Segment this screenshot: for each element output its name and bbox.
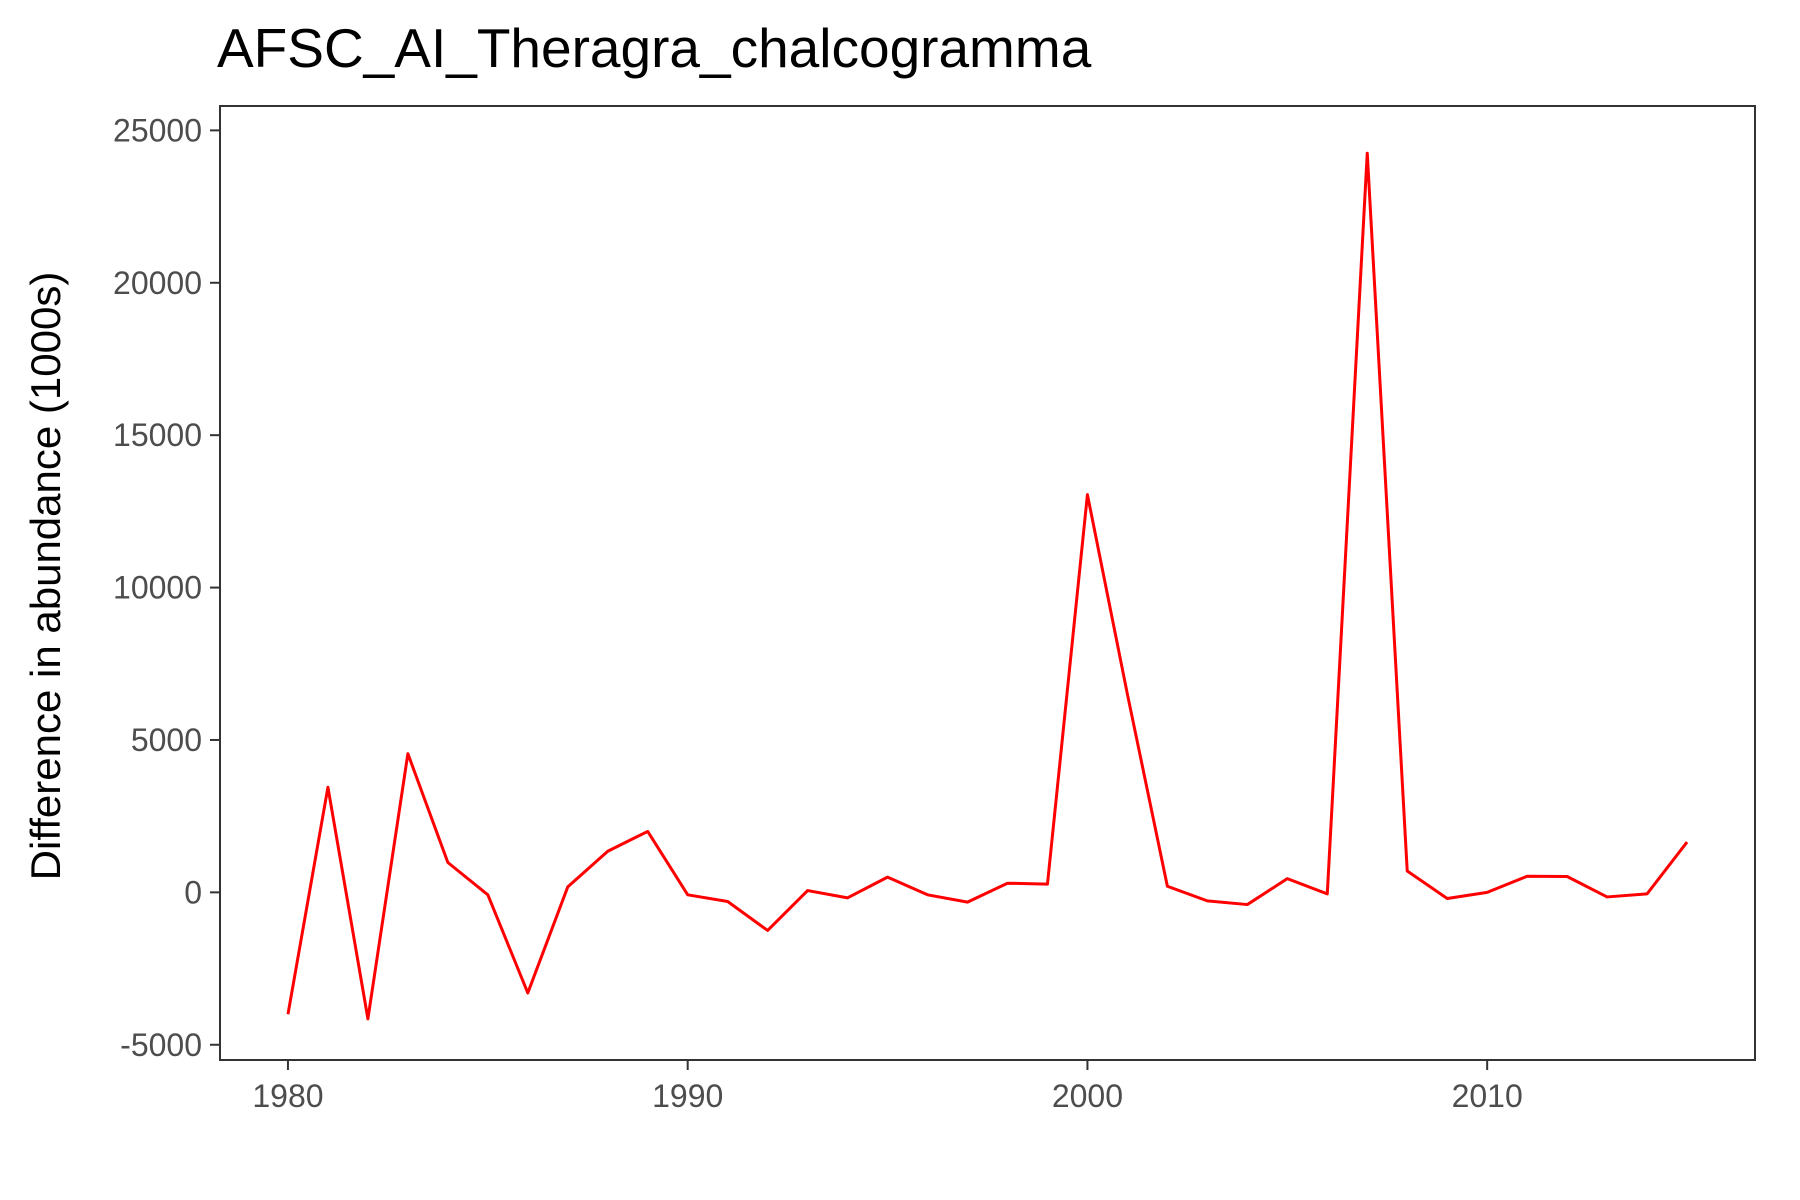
y-tick-label: 5000 [131,722,202,758]
series-layer [286,151,1689,1021]
y-axis: -5000 0 5000 10000 15000 20000 25000 [113,112,220,1063]
y-tick-label: -5000 [120,1027,202,1063]
y-axis-title: Difference in abundance (1000s) [22,272,69,881]
chart-title: AFSC_AI_Theragra_chalcogramma [217,17,1092,79]
y-tick-label: 10000 [113,570,202,606]
x-tick-label: 2010 [1452,1078,1523,1114]
y-tick-label: 15000 [113,417,202,453]
series-line [286,151,1689,1021]
x-tick-label: 1980 [252,1078,323,1114]
y-tick-label: 0 [184,874,202,910]
x-tick-label: 2000 [1052,1078,1123,1114]
y-tick-label: 25000 [113,112,202,148]
x-axis: 1980 1990 2000 2010 [252,1060,1523,1114]
y-tick-label: 20000 [113,265,202,301]
plot-panel-border [219,105,1756,1061]
x-tick-label: 1990 [652,1078,723,1114]
